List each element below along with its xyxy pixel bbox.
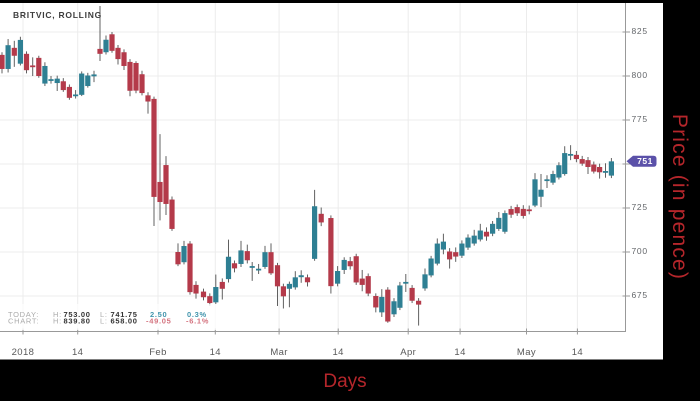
- svg-text:825: 825: [632, 26, 648, 36]
- svg-text:Price (in pence): Price (in pence): [668, 114, 691, 280]
- svg-text:0.3%: 0.3%: [187, 310, 207, 319]
- svg-text:CHART:: CHART:: [8, 317, 39, 326]
- svg-text:TODAY:: TODAY:: [8, 310, 39, 319]
- svg-text:675: 675: [632, 290, 648, 300]
- svg-text:2018: 2018: [12, 347, 35, 358]
- svg-text:751: 751: [637, 156, 653, 166]
- svg-text:May: May: [517, 347, 536, 358]
- svg-text:2.50: 2.50: [150, 310, 167, 319]
- svg-text:14: 14: [572, 347, 583, 358]
- svg-text:Apr: Apr: [400, 347, 416, 358]
- svg-text:Feb: Feb: [149, 347, 167, 358]
- svg-text:14: 14: [72, 347, 83, 358]
- svg-text:L:: L:: [100, 317, 108, 326]
- svg-text:741.75: 741.75: [111, 310, 138, 319]
- svg-text:753.00: 753.00: [64, 310, 91, 319]
- svg-text:H:: H:: [53, 317, 62, 326]
- svg-text:14: 14: [333, 347, 344, 358]
- svg-text:L:: L:: [100, 310, 108, 319]
- svg-text:775: 775: [632, 114, 648, 124]
- svg-text:Days: Days: [323, 371, 366, 392]
- svg-text:H:: H:: [53, 310, 62, 319]
- svg-text:-6.1%: -6.1%: [186, 317, 209, 326]
- svg-text:800: 800: [632, 70, 648, 80]
- svg-text:725: 725: [632, 202, 648, 212]
- svg-text:Mar: Mar: [270, 347, 288, 358]
- svg-text:700: 700: [632, 246, 648, 256]
- svg-text:14: 14: [454, 347, 465, 358]
- svg-text:14: 14: [210, 347, 221, 358]
- svg-text:-49.05: -49.05: [146, 317, 171, 326]
- svg-text:BRITVIC, ROLLING: BRITVIC, ROLLING: [13, 10, 102, 20]
- svg-text:658.00: 658.00: [111, 317, 138, 326]
- svg-text:839.80: 839.80: [64, 317, 91, 326]
